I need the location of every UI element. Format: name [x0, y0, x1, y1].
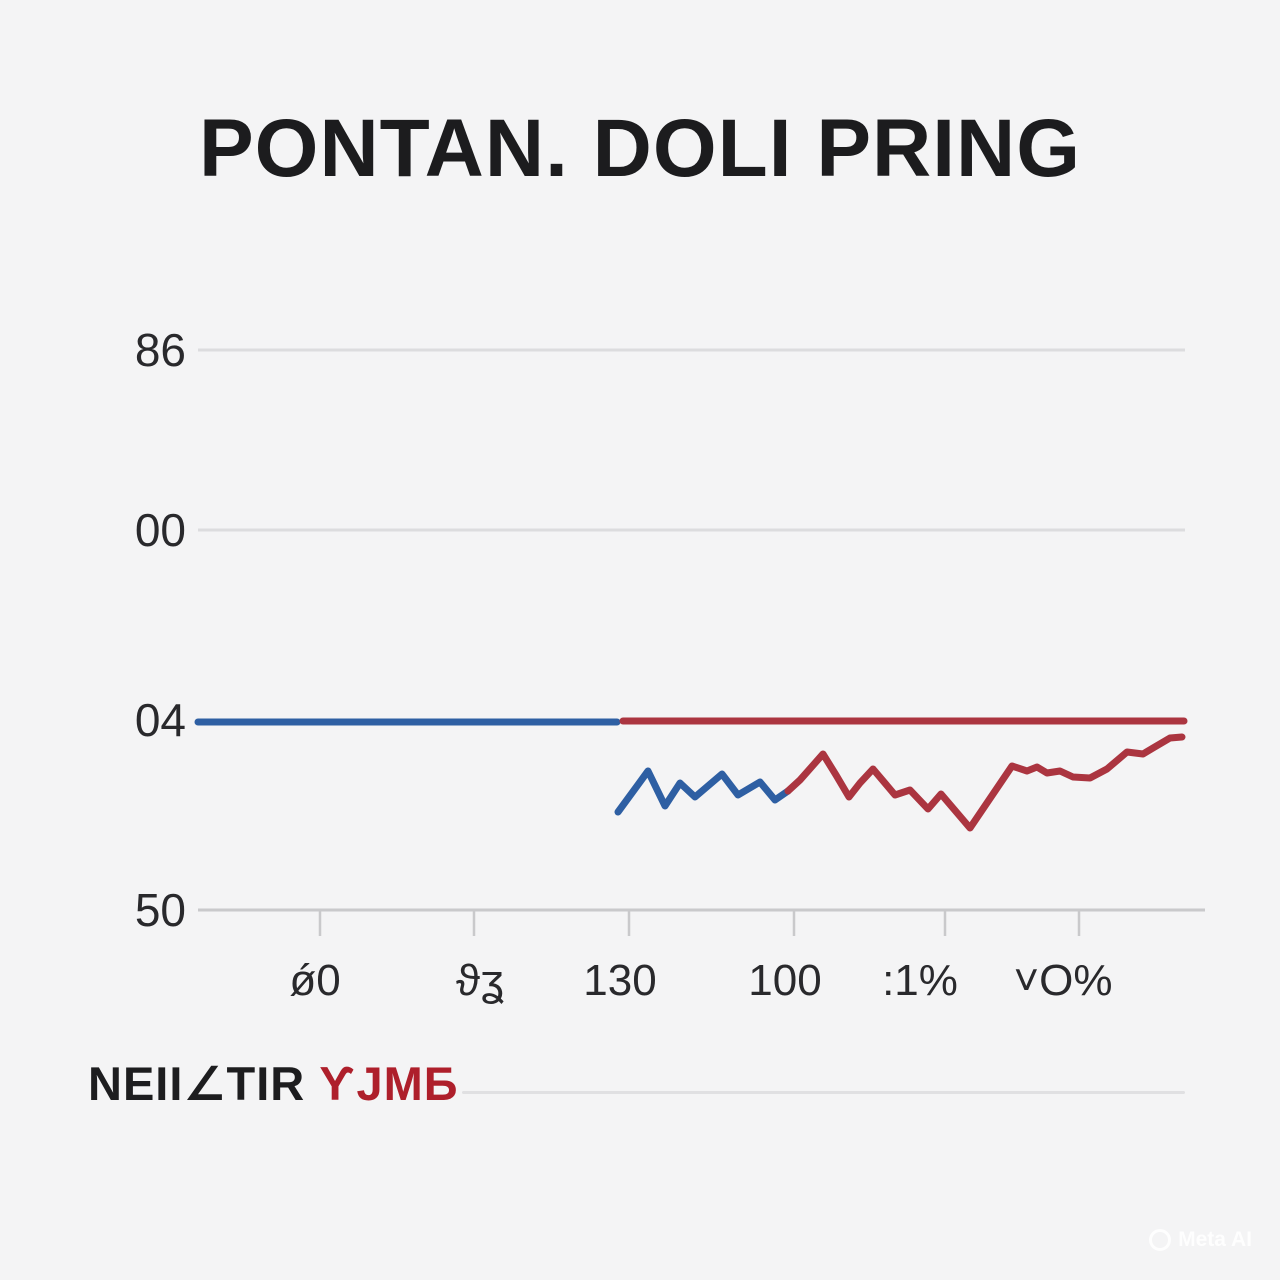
- y-tick-label: 00: [135, 504, 186, 556]
- x-tick-label: 130: [583, 956, 656, 1005]
- footer-divider-line: [462, 1091, 1185, 1094]
- y-tick-label: 86: [135, 324, 186, 376]
- x-tick-label: ϑʓ: [456, 956, 504, 1005]
- meta-ai-logo-icon: [1149, 1229, 1172, 1251]
- chart-title: PONTAN. DOLI PRING: [198, 103, 1082, 194]
- footer-text-red: ƳJMБ: [319, 1057, 459, 1110]
- x-tick-label: ǿ0: [289, 956, 340, 1005]
- chart-footer-caption: NEII∠TIR ƳJMБ: [88, 1056, 459, 1112]
- y-tick-label: 04: [135, 694, 186, 746]
- meta-ai-watermark: Meta AI: [1149, 1228, 1252, 1252]
- watermark-label: Meta AI: [1178, 1228, 1252, 1251]
- x-tick-label: :1%: [882, 956, 958, 1005]
- footer-text-black: NEII∠TIR: [88, 1057, 306, 1110]
- x-tick-label: ˅O%: [1013, 956, 1112, 1005]
- y-tick-label: 50: [135, 884, 186, 936]
- wiggle-line-blue: [614, 767, 792, 816]
- x-tick-label: 100: [748, 956, 821, 1005]
- wiggle-line-red: [784, 733, 1186, 832]
